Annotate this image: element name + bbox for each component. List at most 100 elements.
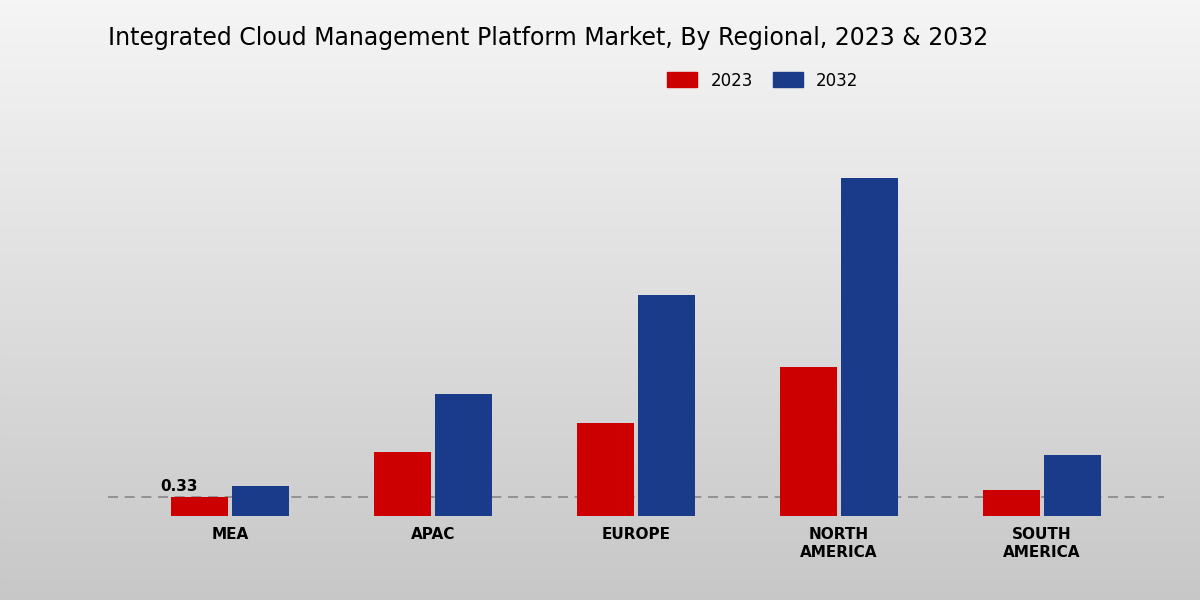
Bar xyxy=(0,586,1200,588)
Bar xyxy=(0,92,1200,94)
Bar xyxy=(0,97,1200,99)
Bar xyxy=(0,546,1200,548)
Bar xyxy=(0,376,1200,379)
Bar xyxy=(0,374,1200,376)
Bar xyxy=(0,26,1200,28)
Bar xyxy=(0,536,1200,539)
Bar xyxy=(780,367,838,516)
Bar xyxy=(0,386,1200,388)
Bar xyxy=(0,240,1200,242)
Bar xyxy=(0,148,1200,151)
Bar xyxy=(0,412,1200,414)
Bar xyxy=(0,398,1200,400)
Bar xyxy=(0,106,1200,108)
Bar xyxy=(0,409,1200,412)
Bar xyxy=(0,584,1200,586)
Bar xyxy=(0,49,1200,52)
Bar xyxy=(0,202,1200,205)
Bar xyxy=(983,490,1040,516)
Bar xyxy=(0,271,1200,273)
Bar xyxy=(0,459,1200,461)
Bar xyxy=(0,160,1200,163)
Bar xyxy=(0,496,1200,499)
Bar xyxy=(0,263,1200,266)
Bar xyxy=(0,167,1200,169)
Bar xyxy=(0,68,1200,71)
Bar xyxy=(0,544,1200,546)
Bar xyxy=(0,87,1200,89)
Bar xyxy=(0,424,1200,426)
Bar xyxy=(0,428,1200,431)
Bar xyxy=(0,193,1200,195)
Bar xyxy=(0,395,1200,398)
Bar xyxy=(0,553,1200,555)
Bar xyxy=(0,12,1200,14)
Bar xyxy=(0,214,1200,217)
Bar xyxy=(0,99,1200,101)
Bar xyxy=(0,155,1200,158)
Bar xyxy=(434,394,492,516)
Bar xyxy=(0,158,1200,160)
Bar xyxy=(0,73,1200,75)
Bar xyxy=(0,520,1200,523)
Bar xyxy=(0,43,1200,45)
Bar xyxy=(0,186,1200,188)
Bar xyxy=(0,226,1200,228)
Bar xyxy=(0,403,1200,405)
Bar xyxy=(0,341,1200,344)
Bar xyxy=(0,163,1200,165)
Bar xyxy=(0,235,1200,238)
Bar xyxy=(0,379,1200,381)
Bar xyxy=(0,151,1200,153)
Bar xyxy=(0,197,1200,200)
Bar xyxy=(0,478,1200,480)
Bar xyxy=(0,327,1200,329)
Bar xyxy=(0,565,1200,567)
Bar xyxy=(0,440,1200,442)
Bar xyxy=(0,388,1200,391)
Bar xyxy=(0,35,1200,38)
Bar xyxy=(0,273,1200,275)
Bar xyxy=(0,40,1200,43)
Bar xyxy=(0,252,1200,254)
Bar xyxy=(0,381,1200,383)
Bar xyxy=(0,572,1200,574)
Bar xyxy=(0,256,1200,259)
Bar xyxy=(0,325,1200,327)
Bar xyxy=(0,560,1200,562)
Bar xyxy=(0,172,1200,174)
Bar xyxy=(0,419,1200,421)
Bar xyxy=(0,468,1200,470)
Bar xyxy=(0,0,1200,2)
Bar xyxy=(0,372,1200,374)
Bar xyxy=(0,224,1200,226)
Bar xyxy=(0,23,1200,26)
Bar xyxy=(0,454,1200,457)
Bar xyxy=(0,127,1200,130)
Bar xyxy=(0,195,1200,197)
Bar xyxy=(0,176,1200,179)
Bar xyxy=(0,362,1200,365)
Bar xyxy=(0,115,1200,118)
Bar xyxy=(0,358,1200,360)
Bar xyxy=(0,525,1200,527)
Bar xyxy=(0,59,1200,61)
Bar xyxy=(0,38,1200,40)
Bar xyxy=(0,590,1200,593)
Bar xyxy=(0,28,1200,31)
Bar xyxy=(0,233,1200,235)
Bar xyxy=(0,416,1200,419)
Bar xyxy=(0,266,1200,268)
Bar xyxy=(0,555,1200,557)
Bar xyxy=(0,259,1200,261)
Bar xyxy=(0,405,1200,407)
Bar xyxy=(1044,455,1102,516)
Bar xyxy=(0,567,1200,569)
Bar xyxy=(0,532,1200,534)
Text: Integrated Cloud Management Platform Market, By Regional, 2023 & 2032: Integrated Cloud Management Platform Mar… xyxy=(108,26,989,50)
Bar xyxy=(0,219,1200,221)
Bar xyxy=(0,315,1200,317)
Bar xyxy=(0,238,1200,240)
Bar xyxy=(0,339,1200,341)
Bar xyxy=(0,442,1200,445)
